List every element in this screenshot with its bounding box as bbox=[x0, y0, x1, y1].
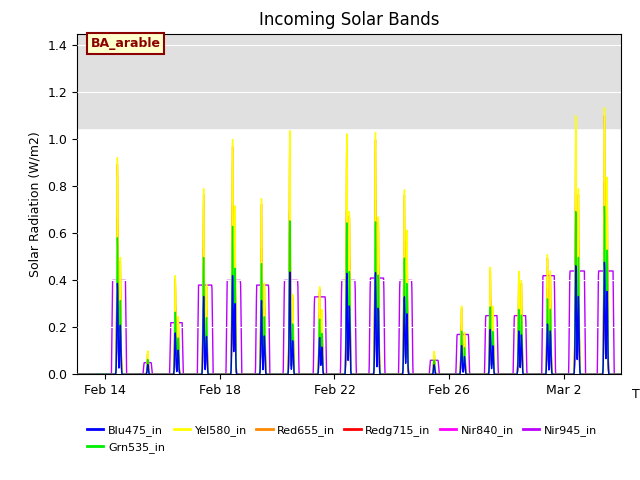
Text: Time: Time bbox=[632, 388, 640, 401]
Bar bbox=[77, 34, 621, 128]
Title: Incoming Solar Bands: Incoming Solar Bands bbox=[259, 11, 439, 29]
Text: BA_arable: BA_arable bbox=[90, 37, 161, 50]
Legend: Blu475_in, Grn535_in, Yel580_in, Red655_in, Redg715_in, Nir840_in, Nir945_in: Blu475_in, Grn535_in, Yel580_in, Red655_… bbox=[83, 421, 602, 457]
Y-axis label: Solar Radiation (W/m2): Solar Radiation (W/m2) bbox=[29, 131, 42, 277]
